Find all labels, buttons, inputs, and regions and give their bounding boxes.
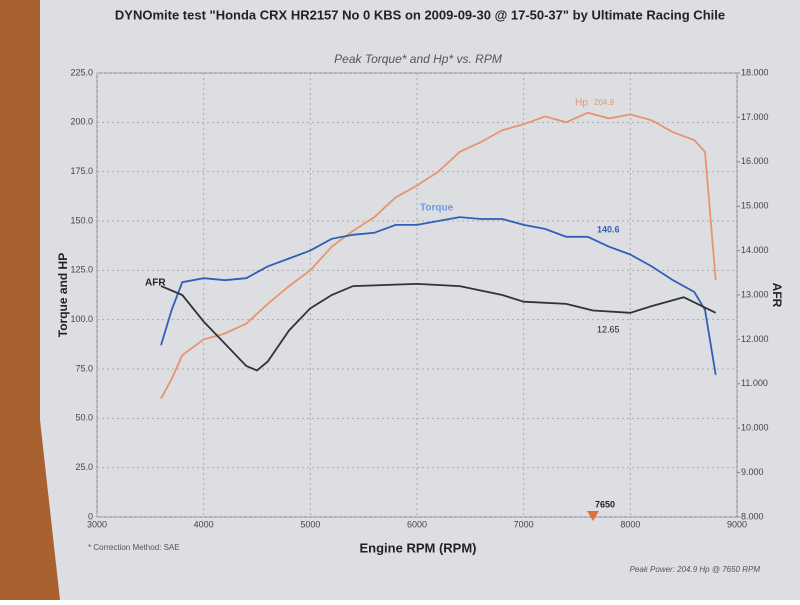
y2-tick-label: 14.000 [741, 245, 769, 255]
footnote: * Correction Method: SAE [88, 543, 180, 552]
y2-tick-label: 10.000 [741, 423, 769, 433]
series-label: AFR [145, 278, 166, 289]
y2-tick-label: 16.000 [741, 156, 769, 166]
y2-tick-label: 12.000 [741, 334, 769, 344]
value-label: 12.65 [597, 324, 620, 334]
x-tick-label: 5000 [300, 519, 320, 529]
series-label: Hp [575, 98, 588, 109]
x-axis-label: Engine RPM (RPM) [360, 540, 477, 555]
x-tick-label: 9000 [727, 519, 747, 529]
y2-tick-label: 9.000 [741, 467, 764, 477]
y2-axis-label: AFR [770, 283, 784, 308]
y-tick-label: 0 [88, 511, 93, 521]
x-tick-label: 6000 [407, 519, 427, 529]
y-tick-label: 100.0 [70, 314, 93, 324]
peak-label: 7650 [595, 499, 615, 509]
y-axis-label: Torque and HP [56, 253, 70, 337]
value-label: 204.9 [594, 98, 615, 107]
y-tick-label: 175.0 [70, 166, 93, 176]
x-tick-label: 7000 [514, 519, 534, 529]
y-tick-label: 50.0 [75, 413, 93, 423]
series-line [160, 111, 717, 400]
y-tick-label: 125.0 [70, 265, 93, 275]
y2-tick-label: 15.000 [741, 201, 769, 211]
y-tick-label: 25.0 [75, 462, 93, 472]
peak-marker [587, 511, 599, 521]
y2-tick-label: 8.000 [741, 511, 764, 521]
paper [40, 0, 800, 600]
y-tick-label: 225.0 [70, 67, 93, 77]
y-tick-label: 150.0 [70, 215, 93, 225]
series-label: Torque [420, 203, 454, 214]
value-label: 140.6 [597, 224, 620, 234]
y2-tick-label: 11.000 [741, 378, 768, 388]
series-line [160, 216, 717, 376]
x-tick-label: 4000 [194, 519, 214, 529]
y-tick-label: 200.0 [70, 117, 93, 127]
x-tick-label: 8000 [620, 519, 640, 529]
y2-tick-label: 17.000 [741, 112, 769, 122]
y2-tick-label: 13.000 [741, 289, 769, 299]
peak-note: Peak Power: 204.9 Hp @ 7650 RPM [630, 565, 761, 574]
series-line [160, 282, 717, 372]
x-tick-label: 3000 [87, 519, 107, 529]
chart-subtitle: Peak Torque* and Hp* vs. RPM [334, 52, 502, 66]
y2-tick-label: 18.000 [741, 67, 769, 77]
y-tick-label: 75.0 [75, 363, 93, 373]
chart-title: DYNOmite test "Honda CRX HR2157 No 0 KBS… [115, 7, 725, 22]
